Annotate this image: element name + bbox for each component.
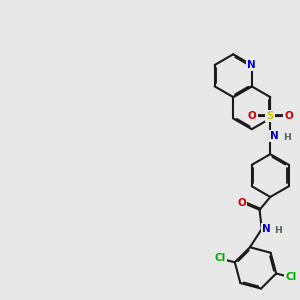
Text: H: H (283, 133, 291, 142)
Text: N: N (248, 60, 256, 70)
Text: Cl: Cl (285, 272, 296, 282)
Text: N: N (270, 130, 279, 141)
Text: S: S (266, 111, 274, 122)
Text: Cl: Cl (215, 254, 226, 263)
Text: O: O (248, 111, 256, 122)
Text: N: N (262, 224, 271, 234)
Text: H: H (274, 226, 282, 235)
Text: O: O (284, 111, 293, 122)
Text: O: O (237, 198, 246, 208)
